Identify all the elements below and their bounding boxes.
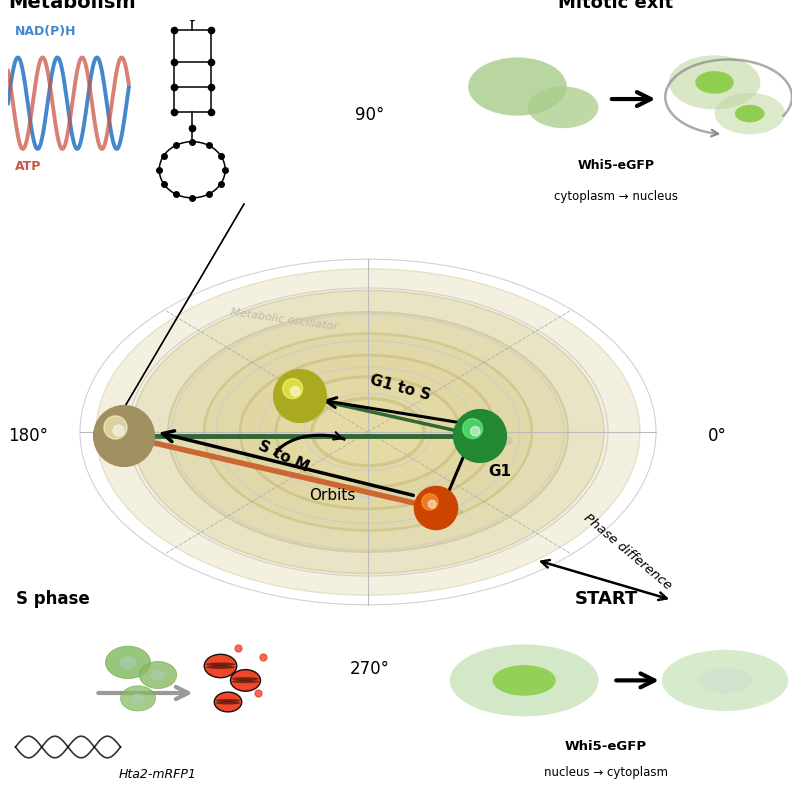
Circle shape [131,694,145,703]
Circle shape [414,486,458,530]
Ellipse shape [132,290,604,574]
Circle shape [119,656,137,669]
Text: 0°: 0° [708,427,727,445]
Text: ATP: ATP [15,160,42,173]
Circle shape [462,418,482,438]
Circle shape [450,645,598,717]
Circle shape [714,93,785,134]
Circle shape [290,386,300,396]
Circle shape [695,71,734,94]
Circle shape [121,686,155,711]
Ellipse shape [168,312,568,552]
Ellipse shape [276,377,460,487]
Ellipse shape [232,677,259,680]
Circle shape [204,654,237,678]
Text: Phase difference: Phase difference [582,511,674,593]
Text: Whi5-eGFP: Whi5-eGFP [565,741,647,754]
Text: 180°: 180° [8,427,48,445]
Ellipse shape [96,269,640,595]
Circle shape [493,665,556,696]
Ellipse shape [204,334,532,530]
Text: cytoplasm → nucleus: cytoplasm → nucleus [554,190,678,203]
Circle shape [274,370,326,422]
Circle shape [422,494,438,510]
Circle shape [528,86,598,128]
Circle shape [94,406,154,466]
Circle shape [139,662,177,689]
Ellipse shape [206,666,235,669]
Circle shape [470,426,480,436]
Ellipse shape [275,393,333,409]
Ellipse shape [455,433,513,449]
Text: 90°: 90° [355,106,384,124]
Circle shape [113,425,124,436]
Text: Whi5-eGFP: Whi5-eGFP [578,159,654,172]
Text: Hta2-mRFP1: Hta2-mRFP1 [119,767,197,781]
Circle shape [230,670,261,691]
Circle shape [662,650,788,711]
Ellipse shape [206,662,235,666]
Circle shape [104,416,127,439]
Text: 270°: 270° [350,660,390,678]
Circle shape [468,58,566,116]
Ellipse shape [240,355,496,509]
Circle shape [282,378,302,398]
Circle shape [428,500,436,508]
Text: Orbits: Orbits [309,489,355,503]
Text: Mitotic exit: Mitotic exit [558,0,674,12]
Text: G1 to S: G1 to S [368,373,432,403]
Text: G1: G1 [488,465,511,479]
Text: nucleus → cytoplasm: nucleus → cytoplasm [544,766,668,778]
Text: NAD(P)H: NAD(P)H [15,25,77,38]
Text: Metabolism: Metabolism [8,0,136,12]
Text: S phase: S phase [16,590,90,608]
Ellipse shape [312,398,424,466]
Ellipse shape [232,680,259,683]
Text: START: START [574,590,638,608]
Text: Metabolic oscillator: Metabolic oscillator [230,307,338,333]
Circle shape [669,55,760,110]
Ellipse shape [415,506,463,518]
Circle shape [214,692,242,712]
Circle shape [698,667,752,694]
Circle shape [106,646,150,678]
Circle shape [151,670,165,680]
Ellipse shape [216,702,240,705]
Ellipse shape [216,699,240,702]
Text: S to M: S to M [256,438,312,474]
Ellipse shape [95,432,162,450]
Circle shape [735,105,765,122]
Circle shape [454,410,506,462]
